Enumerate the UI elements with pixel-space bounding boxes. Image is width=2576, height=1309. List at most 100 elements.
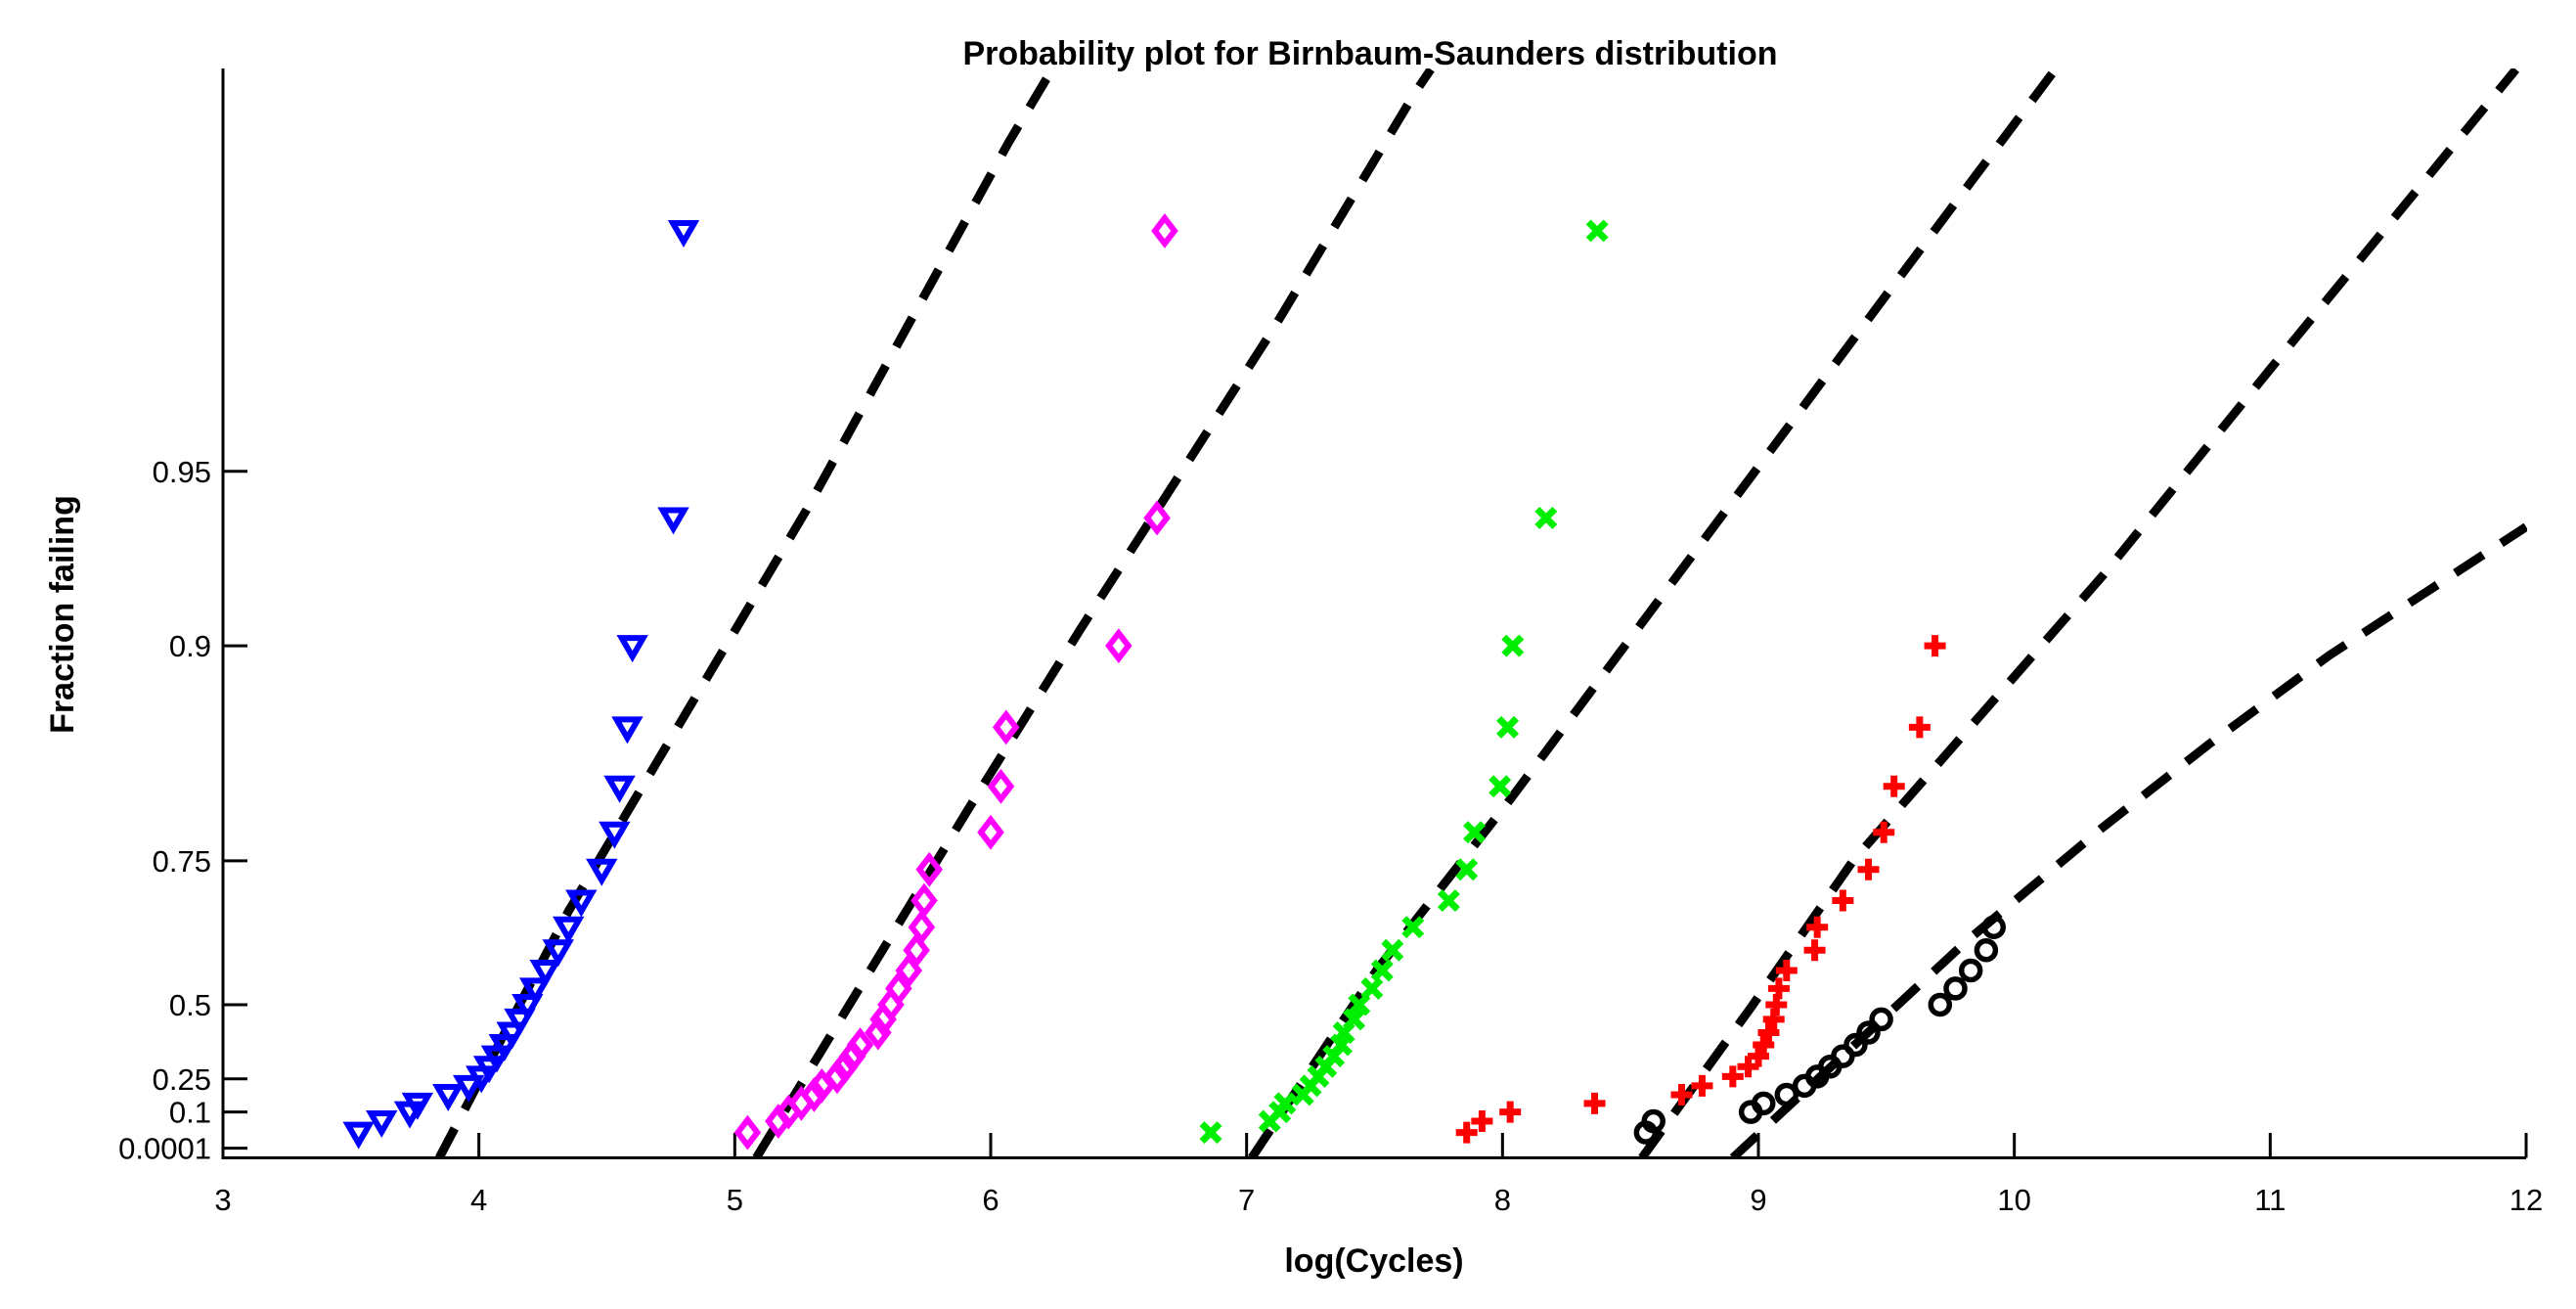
marker-plus xyxy=(1803,939,1826,962)
marker-plus xyxy=(1499,1101,1522,1123)
chart-title: Probability plot for Birnbaum-Saunders d… xyxy=(962,35,1777,72)
series-stress-level-5 xyxy=(1633,915,2006,1145)
marker-diamond xyxy=(1143,500,1171,536)
marker-x xyxy=(1370,959,1394,982)
marker-circle xyxy=(1751,1091,1776,1116)
marker-diamond xyxy=(885,970,912,1007)
marker-triangle-down xyxy=(603,775,636,803)
y-axis-label: Fraction failing xyxy=(44,495,81,734)
marker-triangle-down xyxy=(586,858,618,886)
marker-plus xyxy=(1908,716,1931,739)
marker-circle xyxy=(1641,1108,1666,1134)
series-stress-level-3 xyxy=(1199,219,1609,1145)
marker-x xyxy=(1463,821,1487,844)
marker-plus xyxy=(1748,1045,1769,1067)
marker-x xyxy=(1437,889,1460,913)
x-tick-label: 12 xyxy=(2509,1183,2543,1217)
marker-triangle-down xyxy=(529,959,561,987)
x-tick-label: 11 xyxy=(2254,1183,2286,1217)
marker-plus xyxy=(1670,1083,1693,1106)
marker-circle xyxy=(1774,1082,1799,1107)
marker-plus xyxy=(1583,1092,1606,1114)
marker-x xyxy=(1496,715,1520,739)
x-tick-label: 10 xyxy=(1997,1183,2030,1217)
marker-circle xyxy=(1843,1032,1868,1058)
marker-plus xyxy=(1924,635,1946,657)
x-tick-label: 6 xyxy=(982,1183,999,1217)
marker-plus xyxy=(1767,977,1790,1000)
marker-plus xyxy=(1471,1110,1493,1133)
marker-triangle-down xyxy=(611,716,644,745)
x-tick-label: 5 xyxy=(727,1183,743,1217)
marker-diamond xyxy=(910,882,938,919)
marker-plus xyxy=(1775,959,1798,981)
marker-triangle-down xyxy=(565,889,598,918)
marker-x xyxy=(1534,506,1558,529)
marker-circle xyxy=(1869,1007,1893,1032)
x-tick-label: 4 xyxy=(470,1183,487,1217)
y-tick-label: 0.9 xyxy=(169,629,211,663)
marker-diamond xyxy=(733,1114,762,1151)
marker-x xyxy=(1273,1092,1297,1115)
marker-plus xyxy=(1757,1021,1780,1044)
marker-diamond xyxy=(831,1049,859,1085)
marker-diamond xyxy=(908,909,936,945)
marker-triangle-down xyxy=(496,1021,528,1050)
marker-x xyxy=(1401,916,1425,939)
marker-triangle-down xyxy=(599,821,631,849)
y-tick-label: 0.5 xyxy=(169,988,211,1022)
marker-diamond xyxy=(800,1077,828,1112)
data-markers-layer xyxy=(342,213,2006,1151)
marker-triangle-down xyxy=(480,1045,513,1073)
marker-plus xyxy=(1806,916,1829,938)
marker-plus xyxy=(1753,1034,1775,1057)
marker-circle xyxy=(1943,976,1968,1001)
x-axis-label: log(Cycles) xyxy=(1284,1242,1463,1280)
fit-line-stress-level-1 xyxy=(435,68,1056,1159)
marker-triangle-down xyxy=(342,1121,375,1150)
series-stress-level-2 xyxy=(733,213,1178,1151)
marker-diamond xyxy=(992,709,1020,745)
marker-x xyxy=(1381,938,1404,962)
marker-plus xyxy=(1721,1065,1744,1088)
x-tick-label: 8 xyxy=(1494,1183,1511,1217)
marker-diamond xyxy=(987,768,1015,804)
marker-plus xyxy=(1455,1121,1478,1144)
marker-diamond xyxy=(977,814,1004,850)
marker-triangle-down xyxy=(488,1034,521,1062)
fit-lines-layer xyxy=(435,68,2527,1159)
marker-x xyxy=(1360,976,1384,1000)
marker-circle xyxy=(1856,1020,1881,1045)
marker-plus xyxy=(1873,821,1895,843)
marker-triangle-down xyxy=(667,219,700,248)
marker-triangle-down xyxy=(657,507,689,535)
marker-diamond xyxy=(1151,213,1178,248)
marker-triangle-down xyxy=(511,993,544,1021)
series-stress-level-1 xyxy=(342,219,700,1150)
x-tick-label: 3 xyxy=(214,1183,231,1217)
marker-triangle-down xyxy=(553,916,585,944)
marker-triangle-down xyxy=(542,939,574,968)
marker-diamond xyxy=(823,1059,851,1095)
fit-line-stress-level-2 xyxy=(752,68,1435,1159)
fit-line-stress-level-4 xyxy=(1638,68,2520,1159)
series-stress-level-4 xyxy=(1455,635,1946,1144)
marker-diamond xyxy=(846,1027,874,1062)
marker-triangle-down xyxy=(504,1008,536,1036)
marker-plus xyxy=(1832,889,1854,912)
fit-line-stress-level-5 xyxy=(1729,522,2527,1159)
marker-x xyxy=(1501,634,1525,657)
marker-triangle-down xyxy=(366,1110,398,1139)
y-tick-label: 0.0001 xyxy=(118,1132,211,1166)
marker-x xyxy=(1343,1008,1366,1031)
marker-circle xyxy=(1981,915,2006,939)
x-tick-label: 7 xyxy=(1238,1183,1255,1217)
marker-triangle-down xyxy=(401,1092,434,1120)
marker-diamond xyxy=(895,953,923,988)
marker-plus xyxy=(1857,858,1880,880)
marker-x xyxy=(1488,775,1512,798)
y-tick-label: 0.95 xyxy=(153,455,211,489)
